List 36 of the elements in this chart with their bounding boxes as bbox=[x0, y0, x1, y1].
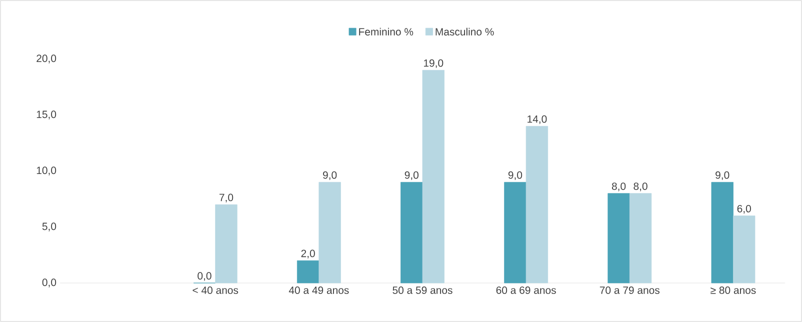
data-label: 7,0 bbox=[220, 194, 234, 202]
bar bbox=[733, 216, 756, 284]
x-tick-label: 70 a 79 anos bbox=[600, 286, 660, 294]
x-tick-label: 40 a 49 anos bbox=[288, 286, 349, 294]
data-label: 19,0 bbox=[424, 59, 444, 68]
data-label: 9,0 bbox=[323, 171, 337, 180]
data-label: 8,0 bbox=[612, 182, 626, 192]
y-tick-label: 20,0 bbox=[36, 54, 56, 64]
x-tick-label: 50 a 59 anos bbox=[392, 286, 452, 294]
bar bbox=[400, 182, 423, 284]
legend-label: Masculino % bbox=[436, 28, 494, 36]
data-label: 0,0 bbox=[198, 272, 212, 281]
bar bbox=[215, 204, 238, 284]
data-label: 9,0 bbox=[404, 171, 418, 180]
bar bbox=[711, 182, 734, 284]
y-tick-label: 10,0 bbox=[36, 166, 56, 176]
bar bbox=[526, 126, 548, 284]
legend-label: Feminino % bbox=[359, 28, 414, 36]
data-label: 8,0 bbox=[634, 182, 648, 192]
data-label: 9,0 bbox=[508, 171, 522, 180]
bar bbox=[318, 182, 341, 284]
y-tick-label: 0,0 bbox=[42, 278, 56, 288]
data-label: 2,0 bbox=[301, 250, 315, 258]
data-label: 14,0 bbox=[528, 115, 547, 124]
bar bbox=[608, 193, 630, 284]
bar bbox=[629, 193, 652, 284]
y-tick-label: 15,0 bbox=[36, 110, 56, 120]
x-tick-label: ≥ 80 anos bbox=[710, 286, 756, 294]
bar bbox=[296, 260, 320, 284]
bar bbox=[504, 182, 526, 284]
x-tick-label: 60 a 69 anos bbox=[496, 286, 556, 294]
data-label: 6,0 bbox=[737, 204, 751, 214]
data-label: 9,0 bbox=[716, 171, 730, 180]
x-tick-label: < 40 anos bbox=[192, 286, 238, 294]
bar bbox=[422, 70, 444, 284]
y-tick-label: 5,0 bbox=[42, 222, 56, 232]
